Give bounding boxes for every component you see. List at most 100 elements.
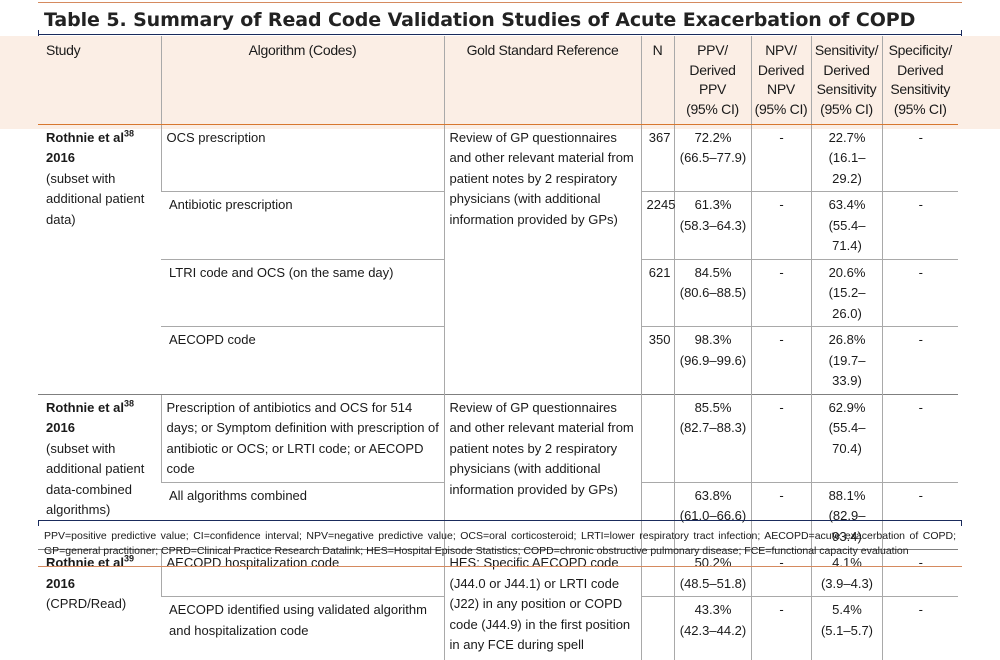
sensitivity-ci: (55.4–70.4) <box>829 420 866 456</box>
algorithm-cell: AECOPD identified using validated algori… <box>161 597 444 660</box>
sensitivity-ci: (19.7–33.9) <box>829 353 866 389</box>
sensitivity-ci: (5.1–5.7) <box>821 623 873 638</box>
header-line: PPV <box>699 81 726 97</box>
npv-cell: - <box>751 192 811 260</box>
header-gold-standard: Gold Standard Reference <box>444 36 641 124</box>
specificity-cell: - <box>882 327 958 395</box>
sensitivity-cell: 26.8% (19.7–33.9) <box>811 327 882 395</box>
npv-cell: - <box>751 124 811 192</box>
specificity-cell: - <box>882 597 958 660</box>
abbreviations-footnote: PPV=positive predictive value; CI=confid… <box>44 529 956 558</box>
ppv-cell: 72.2%(66.5–77.9) <box>674 124 751 192</box>
header-row: Study Algorithm (Codes) Gold Standard Re… <box>38 36 958 124</box>
study-name: Rothnie et al <box>46 130 124 145</box>
gold-standard-cell: Review of GP questionnaires and other re… <box>444 394 641 550</box>
header-line: Derived <box>758 62 804 78</box>
specificity-cell: - <box>882 192 958 260</box>
ppv-cell: 84.5%(80.6–88.5) <box>674 259 751 327</box>
n-cell <box>641 597 674 660</box>
n-cell: 2245 <box>641 192 674 260</box>
sensitivity-cell: 62.9% (55.4–70.4) <box>811 394 882 482</box>
study-year: 2016 <box>46 420 75 435</box>
header-line: NPV <box>767 81 795 97</box>
npv-cell: - <box>751 394 811 482</box>
table-bottom-divider <box>38 520 962 521</box>
study-ref: 38 <box>124 398 134 408</box>
ppv-cell: 85.5% (82.7–88.3) <box>674 394 751 482</box>
ppv-ci: (96.9–99.6) <box>680 353 747 368</box>
study-note: (subset with additional patient data-com… <box>46 441 144 518</box>
sensitivity-ci: (3.9–4.3) <box>821 576 873 591</box>
header-line: NPV/ <box>765 42 796 58</box>
table-title: Table 5. Summary of Read Code Validation… <box>44 9 915 31</box>
ppv-value: 43.3% <box>695 602 732 617</box>
npv-cell: - <box>751 597 811 660</box>
gold-standard-cell: Review of GP questionnaires and other re… <box>444 124 641 394</box>
header-algorithm: Algorithm (Codes) <box>161 36 444 124</box>
ppv-cell: 43.3% (42.3–44.2) <box>674 597 751 660</box>
study-year: 2016 <box>46 576 75 591</box>
algorithm-cell: Antibiotic prescription <box>161 192 444 260</box>
npv-cell: - <box>751 259 811 327</box>
header-study: Study <box>38 36 161 124</box>
algorithm-cell: LTRI code and OCS (on the same day) <box>161 259 444 327</box>
algorithm-cell: OCS prescription <box>161 124 444 192</box>
study-note: (CPRD/Read) <box>46 596 126 611</box>
header-line: PPV/ <box>697 42 728 58</box>
sensitivity-value: 22.7% <box>829 130 866 145</box>
table-row: Rothnie et al38 2016(subset with additio… <box>38 394 958 482</box>
ppv-cell: 98.3% (96.9–99.6) <box>674 327 751 395</box>
ppv-ci: (58.3–64.3) <box>680 218 747 233</box>
header-line: Derived <box>689 62 735 78</box>
header-line: Sensitivity <box>890 81 950 97</box>
ppv-ci: (82.7–88.3) <box>680 420 747 435</box>
sensitivity-value: 20.6% <box>829 265 866 280</box>
sensitivity-cell: 20.6% (15.2–26.0) <box>811 259 882 327</box>
ppv-value: 61.3% <box>695 197 732 212</box>
header-line: Sensitivity <box>817 81 877 97</box>
sensitivity-cell: 5.4% (5.1–5.7) <box>811 597 882 660</box>
ppv-value: 85.5% <box>695 400 732 415</box>
sensitivity-value: 5.4% <box>832 602 862 617</box>
header-line: Specificity/ <box>889 42 952 58</box>
header-line: (95% CI) <box>820 101 873 117</box>
sensitivity-ci: (15.2–26.0) <box>829 285 866 321</box>
sensitivity-cell: 22.7% (16.1–29.2) <box>811 124 882 192</box>
ppv-value: 98.3% <box>695 332 732 347</box>
header-line: Derived <box>897 62 943 78</box>
n-cell: 367 <box>641 124 674 192</box>
header-specificity: Specificity/Derived Sensitivity (95% CI) <box>882 36 958 124</box>
table-row: Rothnie et al38 2016(subset with additio… <box>38 124 958 192</box>
specificity-cell: - <box>882 394 958 482</box>
algorithm-cell: Prescription of antibiotics and OCS for … <box>161 394 444 482</box>
header-ppv: PPV/DerivedPPV(95% CI) <box>674 36 751 124</box>
specificity-cell: - <box>882 259 958 327</box>
header-line: (95% CI) <box>755 101 808 117</box>
algorithm-cell: AECOPD code <box>161 327 444 395</box>
ppv-ci: (66.5–77.9) <box>680 150 747 165</box>
ppv-value: 63.8% <box>695 488 732 503</box>
ppv-value: 84.5% <box>695 265 732 280</box>
sensitivity-value: 62.9% <box>829 400 866 415</box>
specificity-cell: - <box>882 124 958 192</box>
header-n: N <box>641 36 674 124</box>
header-line: (95% CI) <box>894 101 947 117</box>
sensitivity-ci: (16.1–29.2) <box>829 150 866 186</box>
header-line: Sensitivity/ <box>815 42 878 58</box>
study-year: 2016 <box>46 150 75 165</box>
sensitivity-cell: 63.4%(55.4–71.4) <box>811 192 882 260</box>
study-cell: Rothnie et al38 2016(subset with additio… <box>38 394 161 550</box>
study-ref: 38 <box>124 128 134 138</box>
ppv-cell: 61.3% (58.3–64.3) <box>674 192 751 260</box>
n-cell <box>641 394 674 482</box>
ppv-ci: (42.3–44.2) <box>680 623 747 638</box>
npv-cell: - <box>751 327 811 395</box>
sensitivity-value: 26.8% <box>829 332 866 347</box>
title-divider <box>38 34 962 35</box>
study-note: (subset with additional patient data) <box>46 171 144 227</box>
n-cell: 621 <box>641 259 674 327</box>
sensitivity-ci: (55.4–71.4) <box>829 218 866 254</box>
top-divider <box>38 2 962 3</box>
ppv-ci: (48.5–51.8) <box>680 576 747 591</box>
header-line: Derived <box>823 62 869 78</box>
